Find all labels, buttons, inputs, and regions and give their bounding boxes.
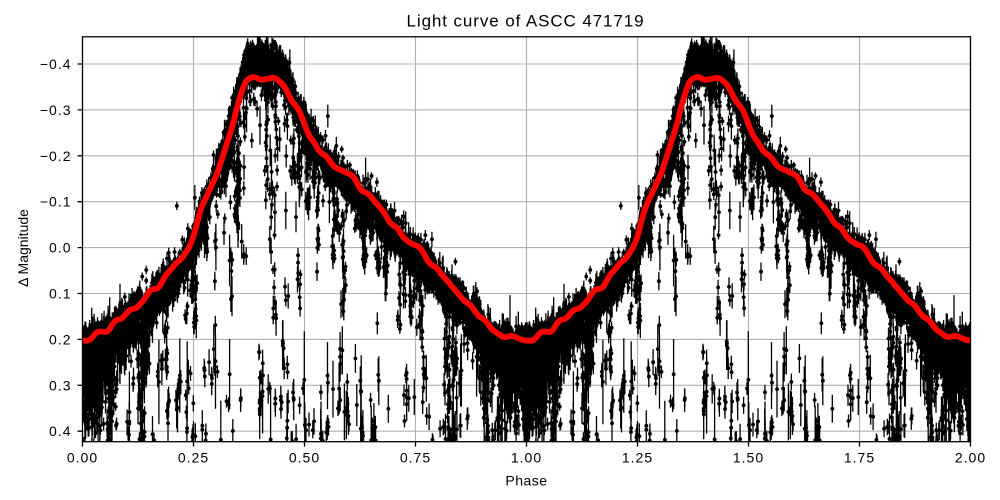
svg-text:0.25: 0.25 [178, 450, 209, 466]
svg-text:−0.3: −0.3 [40, 102, 72, 118]
svg-text:1.50: 1.50 [733, 450, 764, 466]
svg-text:0.00: 0.00 [67, 450, 98, 466]
svg-text:0.0: 0.0 [49, 240, 71, 256]
svg-text:0.4: 0.4 [49, 423, 71, 439]
svg-text:Δ Magnitude: Δ Magnitude [15, 209, 31, 287]
svg-text:0.50: 0.50 [289, 450, 320, 466]
svg-text:−0.4: −0.4 [40, 56, 72, 72]
svg-text:0.2: 0.2 [49, 331, 71, 347]
svg-text:1.75: 1.75 [844, 450, 875, 466]
svg-text:1.25: 1.25 [622, 450, 653, 466]
svg-text:0.1: 0.1 [49, 286, 71, 302]
svg-text:1.00: 1.00 [511, 450, 542, 466]
svg-text:−0.1: −0.1 [40, 194, 72, 210]
svg-text:0.3: 0.3 [49, 377, 71, 393]
svg-text:Phase: Phase [505, 473, 547, 489]
svg-text:−0.2: −0.2 [40, 148, 72, 164]
svg-text:2.00: 2.00 [955, 450, 986, 466]
svg-text:Light curve of ASCC 471719: Light curve of ASCC 471719 [407, 11, 645, 30]
svg-text:0.75: 0.75 [400, 450, 431, 466]
